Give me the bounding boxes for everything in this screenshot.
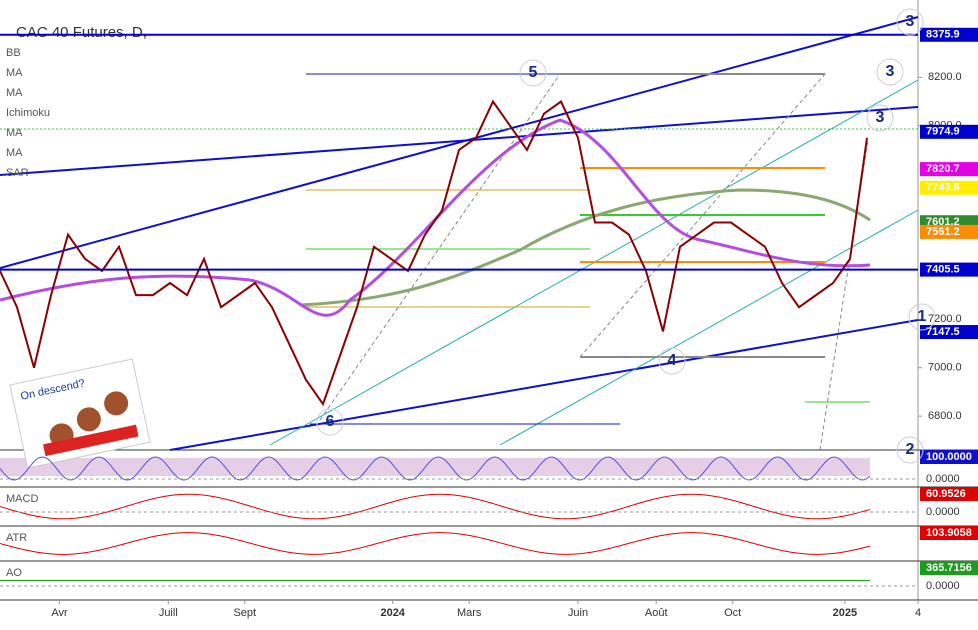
price-tag-box	[920, 224, 978, 239]
wave-label: 5	[529, 64, 538, 81]
wave-label: 6	[326, 413, 335, 430]
price-tag-label: 365.7156	[926, 562, 972, 574]
price-tag: 7147.5	[920, 325, 978, 340]
price-tag: 7820.7	[920, 162, 978, 177]
x-tick-label: 4	[915, 607, 921, 619]
indicator-label: Ichimoku	[6, 107, 50, 119]
wave-circle	[658, 347, 686, 375]
indicator-label: BB	[6, 47, 21, 59]
x-tick-label: Juin	[568, 607, 588, 619]
trendlines	[0, 16, 919, 451]
price-tag-label: 100.0000	[926, 451, 972, 463]
indicator-label: MA	[6, 67, 23, 79]
price-tag: 103.9058	[920, 526, 978, 540]
pane-line	[0, 493, 871, 520]
indicator-label: MA	[6, 127, 23, 139]
price-tag: 8375.9	[920, 27, 978, 42]
price-tag: 365.7156	[920, 561, 978, 575]
indicator-label: MA	[6, 87, 23, 99]
x-tick-label: Oct	[724, 607, 741, 619]
pane-label: AO	[6, 567, 22, 579]
wave-label: 3	[906, 13, 915, 30]
wave-label: 4	[668, 352, 677, 369]
indicator-label: MA	[6, 147, 23, 159]
pane-label: MACD	[6, 493, 38, 505]
stoch-band	[0, 458, 870, 476]
price-line	[0, 99, 868, 407]
price-tag-box	[920, 325, 978, 340]
price-tag: 7561.2	[920, 224, 978, 239]
price-tag-label: 7820.7	[926, 163, 960, 175]
price-tag-box	[920, 180, 978, 195]
price-tag: 60.9526	[920, 487, 978, 501]
wave-circle	[896, 436, 924, 464]
wave-circle	[866, 104, 894, 132]
price-tag: 7974.9	[920, 124, 978, 139]
price-tag-box	[920, 27, 978, 42]
price-tag-box	[920, 162, 978, 177]
y-tick-label: 8200.0	[928, 71, 962, 83]
price-tag-label: 7405.5	[926, 264, 960, 276]
wave-circle	[896, 8, 924, 36]
y-tick-label: 6800.0	[928, 410, 962, 422]
price-tag: 7743.6	[920, 180, 978, 195]
zero-label: 0.0000	[926, 473, 960, 485]
price-tag-label: 7561.2	[926, 226, 960, 238]
price-tag-label: 103.9058	[926, 527, 972, 539]
price-tag-label: 8375.9	[926, 29, 960, 41]
zero-label: 0.0000	[926, 506, 960, 518]
price-tag-box	[920, 450, 978, 464]
x-tick-label: 2025	[833, 607, 857, 619]
zero-label: 0.0000	[926, 580, 960, 592]
indicator-list: BB MA MA Ichimoku MA MA SAR	[6, 47, 50, 179]
price-tag-box	[920, 124, 978, 139]
price-tag-label: 60.9526	[926, 488, 966, 500]
wave-label: 2	[906, 441, 915, 458]
wave-label: 1	[918, 308, 927, 325]
x-tick-label: Juill	[159, 607, 178, 619]
y-tick-label: 7200.0	[928, 313, 962, 325]
wave-label: 3	[876, 109, 885, 126]
price-tag-box	[920, 262, 978, 277]
wave-circle	[876, 58, 904, 86]
wave-circle	[519, 59, 547, 87]
price-tag-label: 7974.9	[926, 126, 960, 138]
pane-label: ATR	[6, 532, 27, 544]
price-tag: 100.0000	[920, 450, 978, 464]
price-tag-box	[920, 526, 978, 540]
x-tick-label: Mars	[457, 607, 482, 619]
x-tick-label: 2024	[380, 607, 405, 619]
indicator-label: SAR	[6, 167, 29, 179]
wave-circle	[316, 408, 344, 436]
panes-frame	[0, 449, 978, 601]
price-tag-label: 7743.6	[926, 182, 960, 194]
price-tag-box	[920, 561, 978, 575]
x-tick-label: Sept	[233, 607, 256, 619]
chart-title: CAC 40 Futures, D,	[16, 24, 147, 41]
wave-circle	[908, 303, 936, 331]
y-tick-label: 7000.0	[928, 362, 962, 374]
price-tag-label: 7147.5	[926, 326, 960, 338]
pane-line	[0, 456, 871, 481]
wave-label: 3	[886, 63, 895, 80]
x-tick-label: Avr	[51, 607, 68, 619]
x-tick-label: Août	[645, 607, 668, 619]
price-tag-box	[920, 487, 978, 501]
note-card: On descend?	[9, 358, 151, 469]
price-tag: 7405.5	[920, 262, 978, 277]
pane-line	[0, 532, 871, 555]
